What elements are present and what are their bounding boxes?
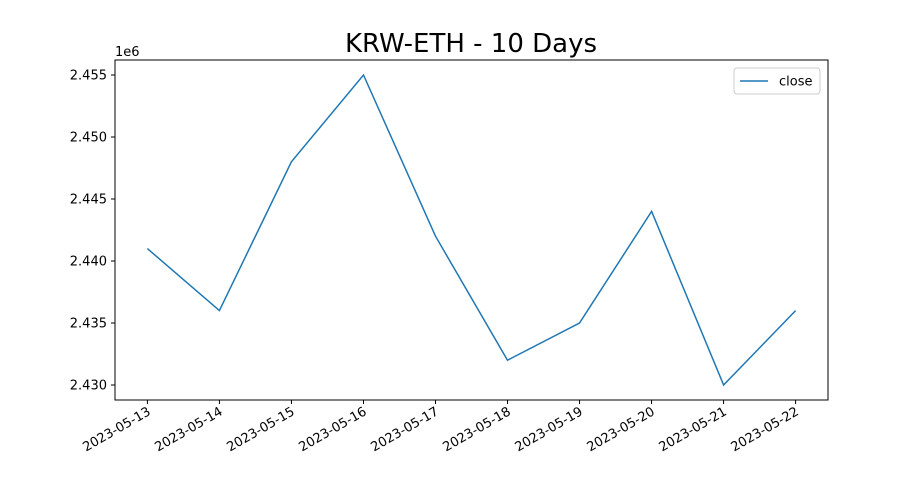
y-tick-label: 2.435 — [70, 316, 107, 331]
y-offset-label: 1e6 — [115, 45, 140, 60]
y-tick-label: 2.430 — [70, 378, 107, 393]
x-tick-label: 2023-05-16 — [297, 404, 370, 455]
x-tick-label: 2023-05-17 — [369, 404, 442, 455]
x-tick-label: 2023-05-15 — [225, 404, 298, 455]
chart-title: KRW-ETH - 10 Days — [345, 29, 597, 59]
line — [146, 73, 797, 387]
x-tick-label: 2023-05-19 — [513, 404, 586, 455]
x-tick-label: 2023-05-18 — [441, 404, 514, 455]
x-tick-label: 2023-05-14 — [152, 404, 225, 455]
y-tick-label: 2.445 — [70, 193, 107, 208]
y-tick-label: 2.455 — [70, 69, 107, 84]
x-tick-label: 2023-05-22 — [729, 404, 802, 455]
x-tick-label: 2023-05-13 — [80, 404, 153, 455]
plot-area — [114, 59, 829, 401]
x-tick-label: 2023-05-20 — [585, 404, 658, 455]
legend-label: close — [779, 75, 812, 90]
x-tick-label: 2023-05-21 — [657, 404, 730, 455]
y-tick-label: 2.450 — [70, 131, 107, 146]
legend: close — [733, 67, 821, 95]
legend-box — [733, 67, 821, 95]
y-tick-label: 2.440 — [70, 254, 107, 269]
